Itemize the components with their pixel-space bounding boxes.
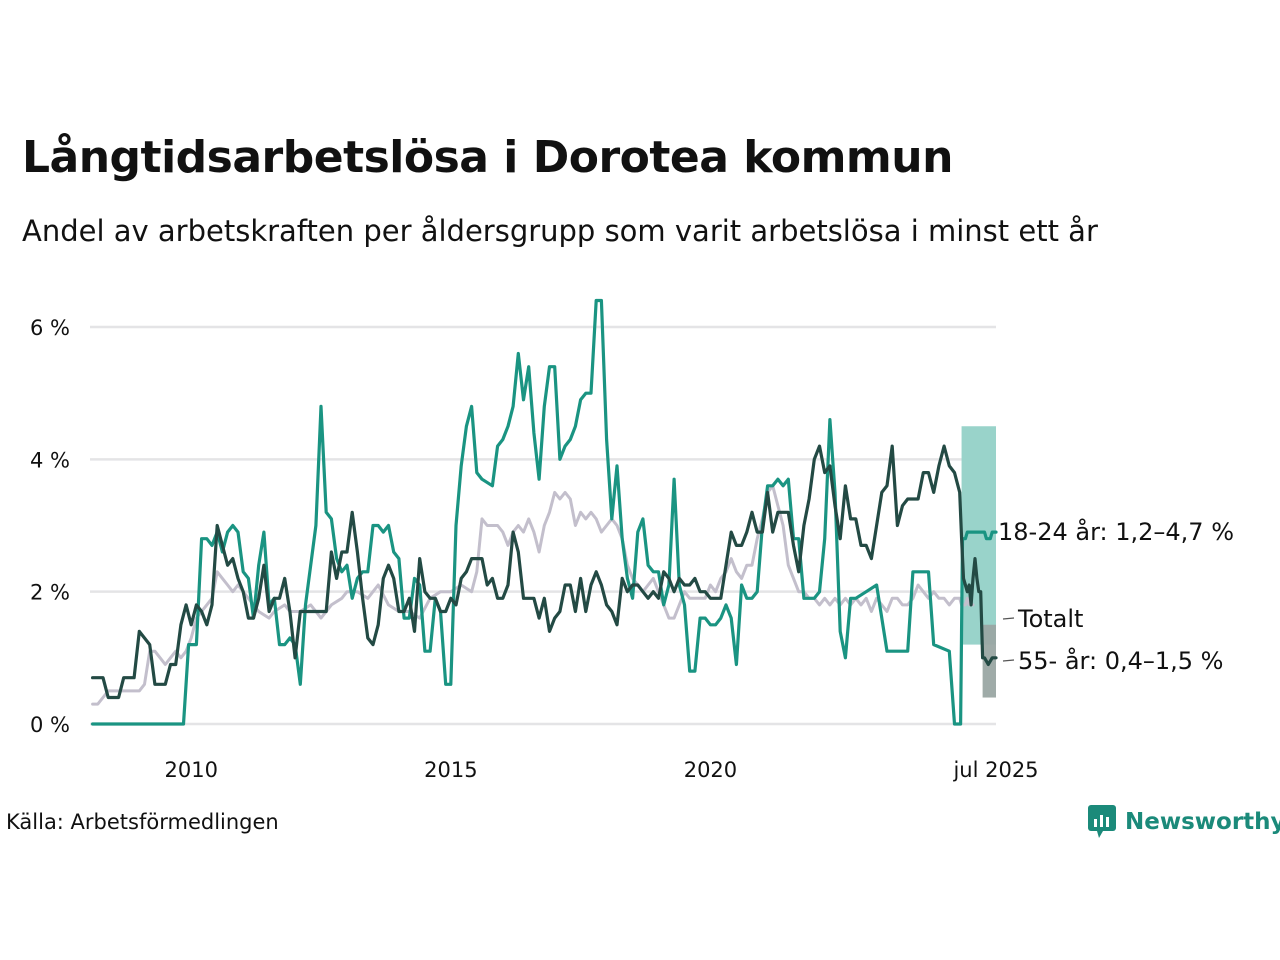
source-note: Källa: Arbetsförmedlingen	[6, 810, 279, 834]
axis-tick-labels: 0 % 2 % 4 % 6 % 2010 2015 2020 jul 2025	[30, 316, 1039, 782]
y-tick-label: 2 %	[30, 581, 70, 605]
end-label-total: Totalt	[1017, 605, 1083, 633]
end-label-leader	[1002, 659, 1015, 662]
end-labels: 18-24 år: 1,2–4,7 % Totalt 55- år: 0,4–1,5…	[998, 517, 1234, 675]
end-label-young: 18-24 år: 1,2–4,7 %	[998, 517, 1234, 546]
gridlines	[90, 325, 996, 726]
series-lines	[91, 298, 998, 726]
y-tick-label: 4 %	[30, 448, 70, 472]
x-tick-label: 2010	[165, 758, 218, 782]
newsworthy-logo-text: Newsworthy	[1125, 809, 1280, 835]
series-line-total	[91, 484, 975, 706]
x-tick-label: 2015	[424, 758, 477, 782]
range-bands	[961, 426, 996, 698]
y-tick-label: 6 %	[30, 316, 70, 340]
newsworthy-logo: Newsworthy	[1087, 804, 1280, 840]
y-tick-label: 0 %	[30, 713, 70, 737]
series-line-young	[91, 298, 998, 726]
chart-title: Långtidsarbetslösa i Dorotea kommun	[22, 132, 953, 183]
x-tick-label: 2020	[684, 758, 737, 782]
line-chart: 0 % 2 % 4 % 6 % 2010 2015 2020 jul 2025 18-24 å…	[30, 298, 1234, 782]
end-label-leader	[1002, 617, 1015, 620]
chart-subtitle: Andel av arbetskraften per åldersgrupp s…	[22, 214, 1098, 248]
end-label-old: 55- år: 0,4–1,5 %	[1018, 646, 1223, 675]
series-line-old	[91, 444, 998, 700]
newsworthy-logo-icon	[1088, 805, 1116, 838]
x-tick-label: jul 2025	[952, 758, 1038, 782]
